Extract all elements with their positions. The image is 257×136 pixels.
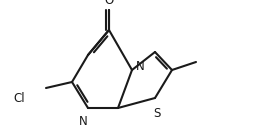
Text: N: N: [79, 115, 87, 128]
Text: S: S: [153, 107, 161, 120]
Text: Cl: Cl: [13, 92, 25, 104]
Text: O: O: [104, 0, 114, 7]
Text: N: N: [136, 60, 145, 72]
